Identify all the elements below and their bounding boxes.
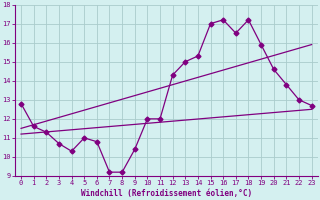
X-axis label: Windchill (Refroidissement éolien,°C): Windchill (Refroidissement éolien,°C) bbox=[81, 189, 252, 198]
